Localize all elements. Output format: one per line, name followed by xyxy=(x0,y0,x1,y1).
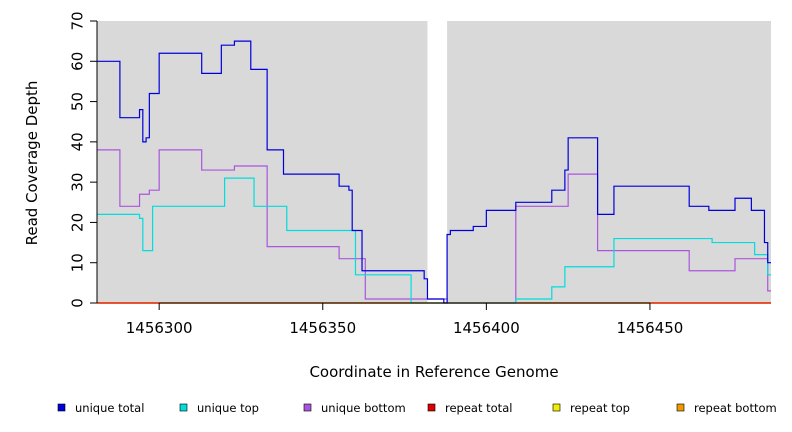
y-tick-label-60: 60 xyxy=(68,52,86,71)
x-tick-label-1456300: 1456300 xyxy=(126,319,193,337)
y-axis-title: Read Coverage Depth xyxy=(23,81,41,246)
legend-label-unique-total: unique total xyxy=(75,401,144,415)
x-tick-label-1456350: 1456350 xyxy=(289,319,356,337)
legend-label-unique-top: unique top xyxy=(197,401,259,415)
legend-swatch-repeat-total xyxy=(427,403,436,412)
y-tick-label-0: 0 xyxy=(68,298,86,308)
covered-region-1 xyxy=(97,21,428,303)
legend-swatch-unique-top xyxy=(179,403,188,412)
y-tick-label-20: 20 xyxy=(68,213,86,232)
legend-label-repeat-top: repeat top xyxy=(570,401,630,415)
covered-region-backgrounds xyxy=(97,21,771,303)
legend-swatch-repeat-bottom xyxy=(676,403,685,412)
legend-label-unique-bottom: unique bottom xyxy=(321,401,406,415)
y-tick-label-70: 70 xyxy=(68,11,86,30)
x-tick-label-1456450: 1456450 xyxy=(617,319,684,337)
legend-swatch-unique-bottom xyxy=(303,403,312,412)
y-tick-label-30: 30 xyxy=(68,173,86,192)
legend-swatch-unique-total xyxy=(57,403,66,412)
series-line-unique-top xyxy=(97,177,771,304)
legend-label-repeat-total: repeat total xyxy=(445,401,512,415)
series-line-unique-bottom xyxy=(97,149,771,304)
x-axis-title: Coordinate in Reference Genome xyxy=(309,363,558,381)
legend-swatch-repeat-top xyxy=(552,403,561,412)
y-tick-label-50: 50 xyxy=(68,92,86,111)
axes: 0 10 20 30 40 50 60 70 1456300 1456350 1456400 1456… xyxy=(68,11,683,337)
y-tick-label-10: 10 xyxy=(68,253,86,272)
series-line-unique-total xyxy=(97,40,771,304)
x-tick-label-1456400: 1456400 xyxy=(453,319,520,337)
covered-region-2 xyxy=(447,21,771,303)
legend-label-repeat-bottom: repeat bottom xyxy=(694,401,777,415)
y-tick-label-40: 40 xyxy=(68,132,86,151)
legend: unique total unique top unique bottom repea… xyxy=(57,401,777,415)
